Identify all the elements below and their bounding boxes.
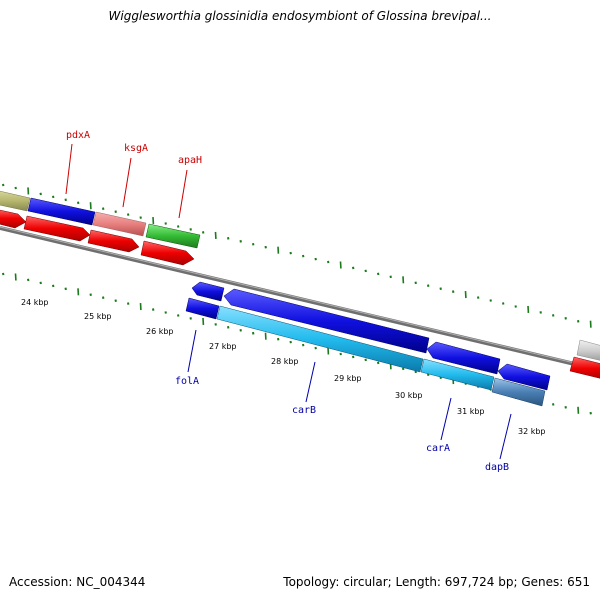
gene-label-ksgA: ksgA bbox=[124, 143, 148, 154]
topology-text: Topology: circular; Length: 697,724 bp; … bbox=[283, 575, 590, 589]
gene-arrow-red-4[interactable] bbox=[140, 240, 195, 266]
scale-label: 31 kbp bbox=[457, 407, 485, 416]
scale-label: 28 kbp bbox=[271, 357, 299, 366]
scale-label: 26 kbp bbox=[146, 327, 174, 336]
leader-carB bbox=[305, 361, 316, 403]
gene-arrow-grey-partial[interactable] bbox=[576, 339, 600, 362]
gene-arrow-reverse-mid[interactable] bbox=[426, 341, 501, 375]
gene-arrow-reverse-end[interactable] bbox=[497, 363, 551, 391]
gene-arrow-red-2[interactable] bbox=[23, 215, 91, 242]
gene-arrow-dapB[interactable] bbox=[491, 377, 546, 407]
gene-label-carB: carB bbox=[292, 405, 316, 416]
map-title: Wigglesworthia glossinidia endosymbiont … bbox=[108, 9, 492, 23]
leader-pdxA bbox=[65, 143, 73, 195]
scale-label: 30 kbp bbox=[395, 391, 423, 400]
gene-label-dapB: dapB bbox=[485, 462, 509, 473]
gene-arrow-reverse-long[interactable] bbox=[223, 288, 430, 354]
gene-arrow-folA[interactable] bbox=[185, 297, 220, 320]
leader-ksgA bbox=[122, 157, 132, 208]
gene-arrow-red-partial[interactable] bbox=[569, 356, 600, 380]
accession-text: Accession: NC_004344 bbox=[9, 575, 146, 589]
leader-apaH bbox=[178, 169, 188, 219]
leader-dapB bbox=[499, 413, 512, 460]
scale-label: 25 kbp bbox=[84, 312, 112, 321]
gene-arrow-reverse-small[interactable] bbox=[191, 281, 225, 302]
gene-label-folA: folA bbox=[175, 376, 199, 387]
scale-label: 29 kbp bbox=[334, 374, 362, 383]
gene-arrow-ksgA[interactable] bbox=[92, 211, 147, 237]
gene-arrow-carA[interactable] bbox=[420, 358, 495, 391]
genome-backbone bbox=[0, 226, 600, 372]
scale-label: 32 kbp bbox=[518, 427, 546, 436]
gene-label-pdxA: pdxA bbox=[66, 130, 90, 141]
gene-arrow-pdxA[interactable] bbox=[27, 197, 96, 226]
scale-label: 24 kbp bbox=[21, 298, 49, 307]
scale-label: 27 kbp bbox=[209, 342, 237, 351]
gene-arrow-carB[interactable] bbox=[216, 305, 424, 373]
gene-arrow-olive[interactable] bbox=[0, 190, 31, 212]
gene-arrow-red-1[interactable] bbox=[0, 209, 27, 229]
leader-folA bbox=[187, 329, 197, 373]
gene-arrow-red-3[interactable] bbox=[87, 229, 140, 253]
gene-arrow-apaH[interactable] bbox=[145, 223, 201, 249]
leader-carA bbox=[440, 397, 452, 441]
gene-label-carA: carA bbox=[426, 443, 450, 454]
genome-backbone-highlight bbox=[0, 226, 600, 370]
upper-tick-row bbox=[2, 183, 592, 328]
gene-label-apaH: apaH bbox=[178, 155, 202, 166]
lower-tick-row bbox=[2, 272, 592, 415]
